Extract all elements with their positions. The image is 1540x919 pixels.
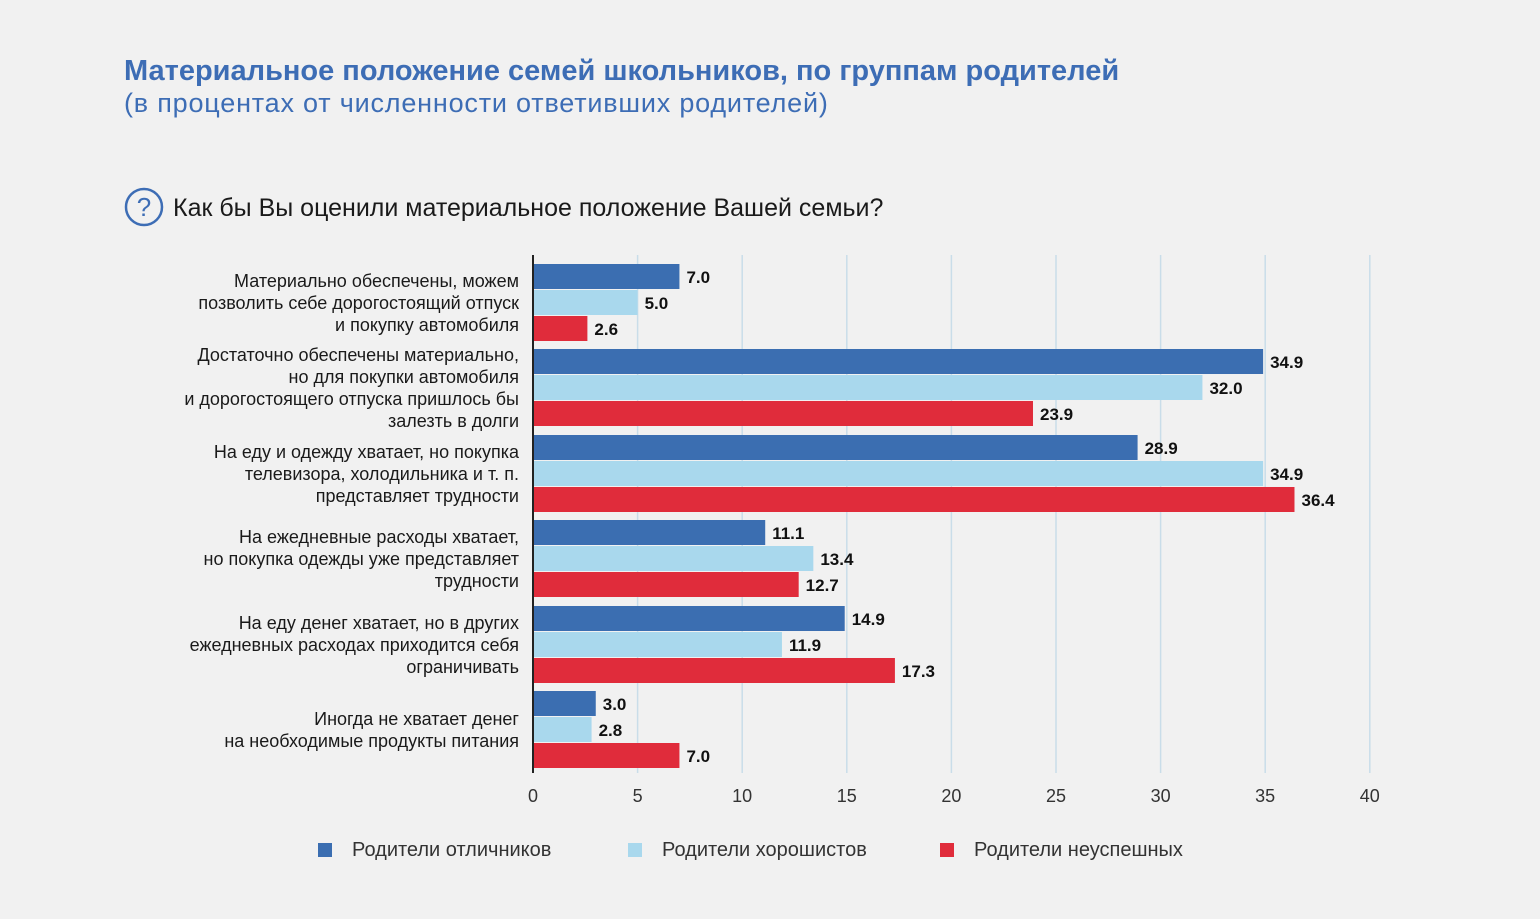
data-label: 11.1 [772,524,804,543]
category-label-line: залезть в долги [387,410,519,431]
data-label: 7.0 [686,268,710,287]
category-label: На еду денег хватает, но в других ежеднев… [190,612,519,678]
bar [533,264,680,289]
question-text: Как бы Вы оценили материальное положение… [173,194,884,222]
data-label: 12.7 [806,576,839,595]
bar [533,546,814,571]
category-label-line: телевизора, холодильника и т. п. [244,463,519,484]
category-label: На ежедневные расходы хватает, но покупка… [204,526,519,592]
category-label-line: ограничивать [406,656,519,677]
question-circle-icon: ? [124,187,164,227]
data-label: 7.0 [686,747,710,766]
category-label-line: На ежедневные расходы хватает, [239,526,519,547]
legend-swatch [318,843,332,857]
legend-label: Родители хорошистов [662,838,867,861]
category-label-line: и дорогостоящего отпуска пришлось бы [184,388,519,409]
category-label-line: На еду денег хватает, но в других [238,612,519,633]
category-label: Материально обеспечены, можем позволить с… [198,270,519,336]
category-label-line: но покупка одежды уже представляет [203,548,519,569]
data-label: 17.3 [902,662,935,681]
bar [533,658,895,683]
category-label-line: Материально обеспечены, можем [234,270,519,291]
data-label: 5.0 [645,294,669,313]
category-label-line: представляет трудности [315,485,519,506]
category-label-line: на необходимые продукты питания [224,730,519,751]
bar [533,461,1264,486]
legend-swatch [628,843,642,857]
category-label-line: На еду и одежду хватает, но покупка [213,441,519,462]
data-label: 2.6 [594,320,618,339]
x-tick-label: 25 [1046,786,1066,806]
bar [533,606,845,631]
bar [533,316,588,341]
data-label: 28.9 [1145,439,1178,458]
bar [533,743,680,768]
category-label-line: но для покупки автомобиля [288,366,519,387]
category-label-line: и покупку автомобиля [335,314,519,335]
data-label: 11.9 [789,636,821,655]
legend-item: Родители отличников [318,838,551,862]
x-tick-label: 0 [528,786,538,806]
data-label: 14.9 [852,610,885,629]
data-label: 34.9 [1270,465,1303,484]
legend-swatch [940,843,954,857]
data-label: 2.8 [599,721,623,740]
bar [533,487,1295,512]
legend-item: Родители неуспешных [940,838,1183,862]
category-label-line: ежедневных расходах приходится себя [189,634,519,655]
data-label: 3.0 [603,695,627,714]
category-label: Иногда не хватает денег на необходимые пр… [224,708,519,752]
bar [533,290,638,315]
category-label-line: Достаточно обеспечены материально, [197,344,519,365]
bar [533,375,1203,400]
bar [533,691,596,716]
category-label-line: Иногда не хватает денег [314,708,519,729]
bar [533,717,592,742]
x-tick-label: 5 [633,786,643,806]
bar [533,572,799,597]
data-label: 34.9 [1270,353,1303,372]
svg-text:?: ? [137,192,151,222]
bar [533,632,782,657]
x-tick-label: 20 [941,786,961,806]
legend-item: Родители хорошистов [628,838,867,862]
x-tick-label: 10 [732,786,752,806]
bar [533,401,1033,426]
category-label-line: позволить себе дорогостоящий отпуск [198,292,519,313]
category-label: На еду и одежду хватает, но покупка телев… [214,441,519,507]
bar [533,520,766,545]
x-tick-label: 35 [1255,786,1275,806]
legend-label: Родители отличников [352,838,552,861]
data-label: 36.4 [1301,491,1335,510]
data-label: 13.4 [820,550,854,569]
data-label: 32.0 [1209,379,1242,398]
chart-title: Материальное положение семей школьников,… [124,55,1120,87]
data-label: 23.9 [1040,405,1073,424]
x-tick-label: 30 [1151,786,1171,806]
x-tick-label: 15 [837,786,857,806]
category-label: Достаточно обеспечены материально, но для… [184,344,519,432]
bar [533,435,1138,460]
category-label-line: трудности [434,570,519,591]
legend-label: Родители неуспешных [974,838,1183,861]
bar [533,349,1264,374]
x-tick-label: 40 [1360,786,1380,806]
chart-subtitle: (в процентах от численности ответивших р… [124,88,829,118]
